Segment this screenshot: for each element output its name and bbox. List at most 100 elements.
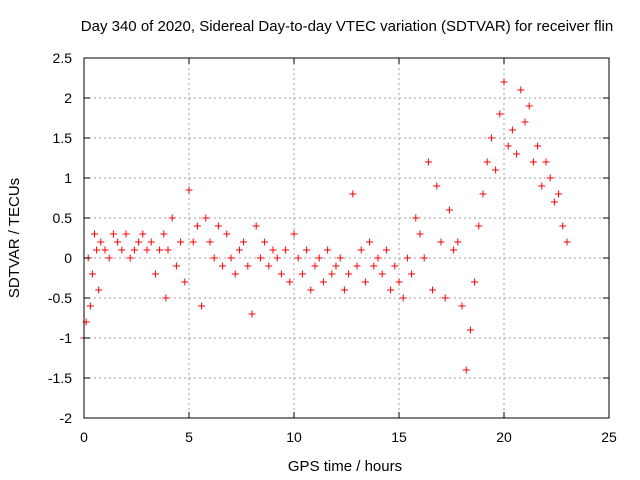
data-point — [504, 142, 512, 150]
data-point — [139, 230, 147, 238]
data-point — [126, 254, 134, 262]
data-point — [517, 86, 525, 94]
data-point — [252, 222, 260, 230]
data-point — [97, 238, 105, 246]
data-point — [324, 246, 332, 254]
data-point — [479, 190, 487, 198]
data-point — [235, 246, 243, 254]
data-point — [210, 254, 218, 262]
y-tick-label: -1 — [60, 330, 73, 346]
data-point — [227, 254, 235, 262]
data-point — [454, 238, 462, 246]
data-point — [534, 142, 542, 150]
data-point — [357, 246, 365, 254]
data-point — [303, 246, 311, 254]
data-point — [437, 238, 445, 246]
y-tick-label: 1.5 — [53, 130, 73, 146]
y-tick-label: 0 — [64, 250, 72, 266]
data-point — [248, 310, 256, 318]
data-point — [382, 246, 390, 254]
data-point — [189, 238, 197, 246]
x-tick-label: 10 — [286, 429, 302, 445]
x-tick-label: 15 — [391, 429, 407, 445]
data-point — [269, 246, 277, 254]
data-point — [332, 262, 340, 270]
data-point — [466, 326, 474, 334]
data-point — [261, 238, 269, 246]
data-point — [118, 246, 126, 254]
data-point — [185, 186, 193, 194]
data-point — [538, 182, 546, 190]
data-point — [311, 262, 319, 270]
plot-frame — [83, 57, 610, 419]
data-point — [109, 230, 117, 238]
data-point — [361, 278, 369, 286]
data-point — [546, 174, 554, 182]
data-point — [223, 230, 231, 238]
data-point — [450, 246, 458, 254]
grid-lines — [84, 58, 609, 418]
data-point — [399, 294, 407, 302]
data-point — [206, 238, 214, 246]
data-point — [91, 230, 98, 238]
data-point — [286, 278, 294, 286]
data-point — [395, 278, 403, 286]
data-point — [328, 270, 336, 278]
x-axis-label: GPS time / hours — [288, 458, 402, 475]
data-point — [273, 254, 281, 262]
data-point — [420, 254, 428, 262]
data-point — [391, 262, 399, 270]
data-point — [294, 254, 302, 262]
data-point — [336, 254, 344, 262]
data-point — [265, 262, 273, 270]
data-point — [492, 166, 500, 174]
data-point — [256, 254, 264, 262]
data-point — [525, 102, 533, 110]
data-point — [496, 110, 504, 118]
data-point — [529, 158, 537, 166]
data-point — [542, 158, 550, 166]
data-point — [487, 134, 495, 142]
data-points — [80, 78, 571, 374]
y-axis-label: SDTVAR / TECUs — [6, 178, 23, 298]
data-point — [168, 214, 176, 222]
data-point — [307, 286, 315, 294]
data-point — [353, 262, 361, 270]
data-point — [521, 118, 529, 126]
data-point — [122, 230, 130, 238]
data-point — [151, 270, 159, 278]
data-point — [88, 270, 96, 278]
data-point — [366, 238, 374, 246]
data-point — [240, 238, 248, 246]
data-point — [101, 246, 109, 254]
y-tick-label: -1.5 — [48, 370, 72, 386]
y-tick-label: -0.5 — [48, 290, 72, 306]
data-point — [429, 286, 437, 294]
data-point — [277, 270, 285, 278]
data-point — [378, 270, 386, 278]
x-tick-label: 0 — [80, 429, 88, 445]
data-point — [483, 158, 491, 166]
data-point — [319, 278, 327, 286]
data-point — [93, 246, 101, 254]
data-point — [105, 254, 113, 262]
data-point — [298, 270, 306, 278]
data-point — [340, 286, 348, 294]
data-point — [345, 270, 353, 278]
data-point — [282, 246, 290, 254]
data-point — [162, 294, 170, 302]
data-point — [214, 222, 222, 230]
data-point — [513, 150, 521, 158]
data-point — [441, 294, 449, 302]
data-point — [172, 262, 180, 270]
data-point — [471, 278, 479, 286]
data-point — [95, 286, 103, 294]
data-point — [290, 230, 298, 238]
data-point — [408, 270, 416, 278]
data-point — [164, 246, 172, 254]
data-point — [181, 278, 189, 286]
data-point — [424, 158, 432, 166]
data-point — [563, 238, 571, 246]
data-point — [147, 238, 155, 246]
chart-title: Day 340 of 2020, Sidereal Day-to-day VTE… — [81, 18, 613, 35]
